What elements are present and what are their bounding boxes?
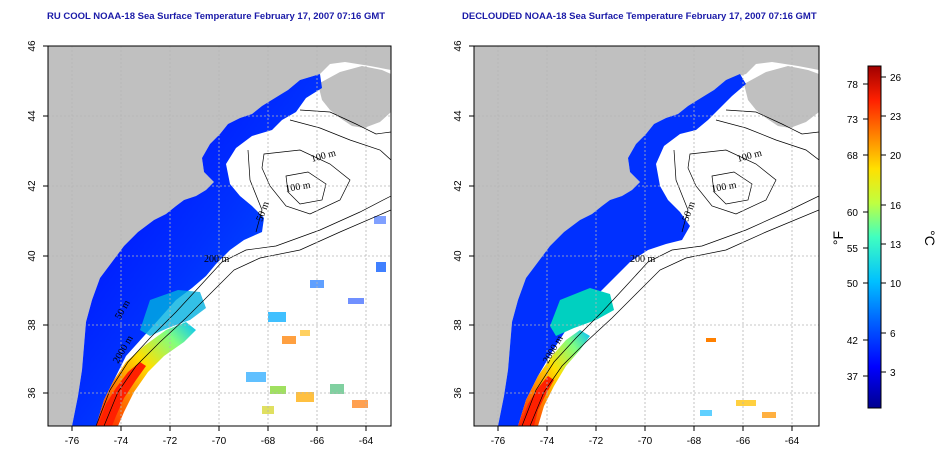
- celsius-tick-label: 26: [890, 73, 902, 84]
- celsius-tick-label: 13: [890, 240, 902, 251]
- celsius-unit-label: °C: [922, 230, 938, 246]
- fahrenheit-tick-label: 37: [847, 372, 859, 383]
- lon-tick-label: -64: [359, 436, 374, 447]
- colorbar-gradient: [867, 65, 882, 409]
- lon-tick-label: -76: [65, 436, 80, 447]
- celsius-tick-label: 3: [890, 368, 896, 379]
- lat-tick-label: 40: [453, 250, 464, 262]
- left-tick-marks: [43, 45, 367, 431]
- right-bathymetry-contours: [521, 109, 819, 426]
- lon-tick-label: -68: [687, 436, 702, 447]
- left-lat-labels: 46 44 42 40 38 36: [27, 40, 38, 399]
- left-shelf-water: [72, 74, 322, 426]
- celsius-labels: 26 23 20 16 13 10 6 3: [890, 73, 902, 379]
- fahrenheit-labels: 78 73 68 60 55 50 42 37: [847, 80, 859, 383]
- fahrenheit-unit-label: °F: [830, 231, 846, 245]
- left-bathymetry-contours: [95, 109, 391, 426]
- lon-tick-label: -68: [261, 436, 276, 447]
- fahrenheit-tick-label: 42: [847, 336, 859, 347]
- left-slope-water: [140, 290, 206, 336]
- lon-tick-label: -64: [785, 436, 800, 447]
- lat-tick-label: 44: [27, 110, 38, 122]
- lon-tick-label: -72: [589, 436, 604, 447]
- right-map-title: DECLOUDED NOAA-18 Sea Surface Temperatur…: [462, 11, 817, 22]
- lat-tick-label: 36: [453, 387, 464, 399]
- right-contour-label: 100 m: [711, 180, 738, 195]
- right-map-frame: [473, 45, 820, 427]
- right-nova-scotia: [744, 66, 819, 128]
- lon-tick-label: -72: [163, 436, 178, 447]
- lon-tick-label: -70: [212, 436, 227, 447]
- lat-tick-label: 46: [27, 40, 38, 52]
- lat-tick-label: 38: [453, 319, 464, 331]
- fahrenheit-tick-label: 55: [847, 244, 859, 255]
- colorbar: 78 73 68 60 55 50 42 37 26 23 20 16 13 1…: [830, 65, 938, 409]
- right-grid: [474, 46, 819, 426]
- right-land: [474, 46, 819, 426]
- left-nova-scotia: [318, 66, 391, 128]
- right-noise-patches: [700, 338, 776, 418]
- left-contour-label: 100 m: [285, 180, 312, 195]
- celsius-tick-label: 23: [890, 112, 902, 123]
- lon-tick-label: -76: [491, 436, 506, 447]
- fahrenheit-tick-label: 68: [847, 151, 859, 162]
- lat-tick-label: 42: [27, 180, 38, 192]
- lon-tick-label: -66: [310, 436, 325, 447]
- left-gulf-core: [98, 362, 146, 426]
- celsius-tick-label: 20: [890, 151, 902, 162]
- fahrenheit-tick-label: 73: [847, 115, 859, 126]
- right-lon-labels: -76 -74 -72 -70 -68 -66 -64: [491, 436, 800, 447]
- left-contour-label: 200 m: [204, 254, 230, 265]
- lon-tick-label: -70: [638, 436, 653, 447]
- fahrenheit-tick-label: 50: [847, 279, 859, 290]
- left-land: [48, 46, 391, 426]
- lon-tick-label: -74: [540, 436, 555, 447]
- celsius-tick-label: 16: [890, 201, 902, 212]
- right-gulf-core: [520, 376, 554, 426]
- lon-tick-label: -74: [114, 436, 129, 447]
- right-tick-marks: [469, 45, 793, 431]
- right-map: 100 m 100 m 50 m 200 m 2000 m -76 -74 -7…: [453, 40, 820, 447]
- left-map-title: RU COOL NOAA-18 Sea Surface Temperature …: [47, 11, 386, 22]
- fahrenheit-tick-label: 60: [847, 208, 859, 219]
- right-contour-label: 200 m: [630, 254, 656, 265]
- right-shelf-water: [498, 74, 746, 426]
- lat-tick-label: 46: [453, 40, 464, 52]
- left-map: 100 m 100 m 50 m 200 m 50 m 2000 m -76 -…: [27, 40, 392, 447]
- lat-tick-label: 38: [27, 319, 38, 331]
- lat-tick-label: 36: [27, 387, 38, 399]
- celsius-tick-label: 6: [890, 329, 896, 340]
- left-grid: [48, 46, 391, 426]
- celsius-tick-label: 10: [890, 279, 902, 290]
- fahrenheit-tick-label: 78: [847, 80, 859, 91]
- lon-tick-label: -66: [736, 436, 751, 447]
- left-lon-labels: -76 -74 -72 -70 -68 -66 -64: [65, 436, 374, 447]
- lat-tick-label: 44: [453, 110, 464, 122]
- right-lat-labels: 46 44 42 40 38 36: [453, 40, 464, 399]
- colorbar-tick-marks: [863, 76, 886, 377]
- lat-tick-label: 42: [453, 180, 464, 192]
- lat-tick-label: 40: [27, 250, 38, 262]
- right-slope-water: [550, 288, 614, 336]
